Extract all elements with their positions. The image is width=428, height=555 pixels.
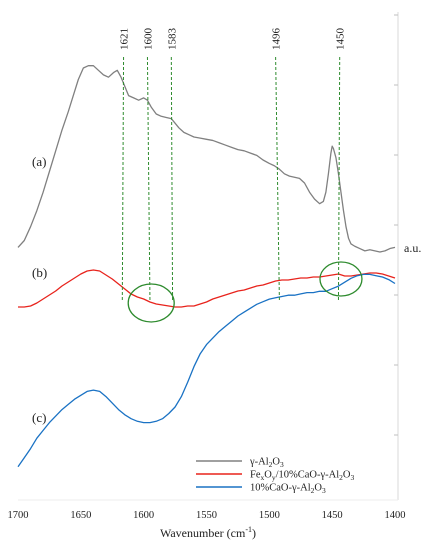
legend-label-part: /10%CaO-γ-Al (276, 470, 340, 481)
y-axis-label: a.u. (404, 241, 421, 255)
legend-label-part: y (272, 473, 276, 482)
x-tick-label-1550: 1550 (196, 510, 217, 521)
legend-label-part: 3 (280, 460, 284, 469)
x-axis-label: Wavenumber (cm-1) (160, 525, 256, 540)
peak-line-1583 (170, 56, 174, 301)
legend-label-part: 2 (339, 473, 343, 482)
peak-line-1600 (146, 56, 151, 301)
peak-label-1621: 1621 (119, 28, 131, 50)
legend-label-part: O (314, 483, 322, 494)
legend-label-0: γ-Al2O3 (249, 457, 284, 470)
curve-label: (c) (32, 410, 46, 425)
peak-label-1496: 1496 (271, 28, 283, 51)
highlight-circle (319, 261, 363, 297)
legend-label-part: 3 (350, 473, 354, 482)
legend-label-part: x (261, 473, 265, 482)
curve-label: (b) (32, 265, 47, 280)
x-axis-label-main: Wavenumber (cm (160, 526, 246, 540)
legend-label-part: 3 (322, 486, 326, 495)
curve-label: (a) (32, 154, 46, 169)
legend-label-part: 2 (269, 460, 273, 469)
x-tick-label-1400: 1400 (385, 510, 406, 521)
legend-label-part: O (264, 470, 272, 481)
legend-label-part: 2 (311, 486, 315, 495)
peak-label-1450: 1450 (335, 28, 347, 51)
series-line-0 (17, 65, 396, 253)
x-tick-label-1700: 1700 (8, 510, 29, 521)
x-tick-label-1650: 1650 (70, 510, 91, 521)
legend-label-part: O (272, 457, 280, 468)
x-axis-label-sup: -1 (245, 525, 252, 534)
series-line-1 (18, 269, 396, 308)
peak-line-1621 (121, 56, 125, 301)
peak-line-1450 (337, 56, 341, 301)
x-axis-label-close: ) (252, 526, 256, 540)
legend-label-part: Fe (250, 470, 261, 481)
x-tick-label-1600: 1600 (133, 510, 154, 521)
highlight-circle (127, 283, 175, 323)
peak-label-1583: 1583 (166, 28, 178, 51)
x-tick-label-1500: 1500 (259, 510, 280, 521)
legend-label-part: O (343, 470, 351, 481)
legend-label-part: 10%CaO-γ-Al (250, 483, 311, 494)
peak-label-1600: 1600 (142, 28, 154, 51)
legend-label-part: γ-Al (249, 457, 269, 468)
peak-line-1496 (275, 56, 280, 301)
legend-label-1: FexOy/10%CaO-γ-Al2O3 (250, 470, 354, 483)
series-line-2 (17, 273, 396, 468)
x-tick-label-1450: 1450 (322, 510, 343, 521)
legend-label-2: 10%CaO-γ-Al2O3 (250, 483, 326, 496)
